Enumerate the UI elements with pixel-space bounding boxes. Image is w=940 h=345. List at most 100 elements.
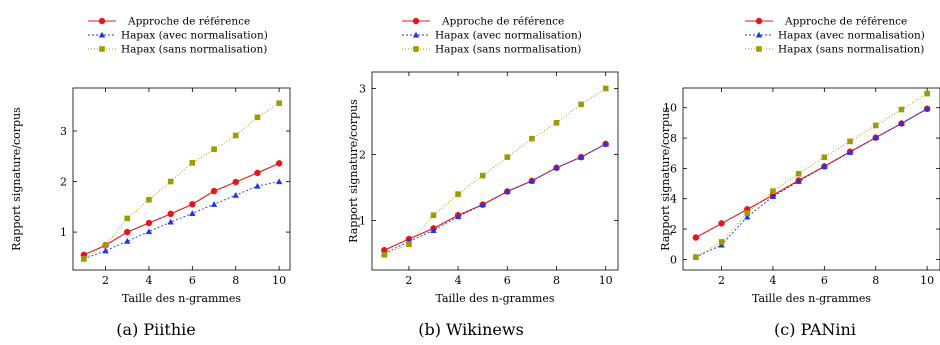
x-tick-label: 2 — [718, 274, 725, 287]
data-point — [744, 210, 751, 216]
data-point — [124, 237, 131, 244]
data-point — [718, 239, 725, 245]
x-tick-label: 8 — [553, 274, 560, 287]
data-point — [232, 178, 239, 186]
y-tick-label: 2 — [359, 149, 366, 162]
data-point — [189, 210, 196, 216]
data-point — [769, 193, 777, 200]
series-line — [384, 88, 606, 256]
legend-marker — [412, 31, 420, 38]
data-point — [577, 153, 585, 160]
legend-label: Approche de référence — [441, 16, 564, 28]
data-point — [455, 191, 461, 197]
data-point — [795, 178, 802, 184]
series-line — [83, 181, 280, 260]
data-point — [102, 242, 109, 249]
legend-label: Approche de référence — [127, 16, 250, 28]
data-point — [232, 191, 239, 198]
x-tick-label: 2 — [405, 274, 412, 287]
data-point — [254, 169, 261, 177]
data-point — [898, 120, 905, 127]
data-point — [276, 100, 282, 106]
x-axis-label: Taille des n-grammes — [436, 292, 555, 305]
y-axis-label: Rapport signature/corpus — [659, 107, 672, 251]
data-point — [923, 105, 931, 112]
plot-frame — [371, 71, 619, 271]
y-axis-label: Rapport signature/corpus — [347, 99, 360, 243]
chart-caption: (b) Wikinews — [418, 320, 524, 339]
y-tick-label: 6 — [670, 162, 677, 175]
data-point — [846, 149, 854, 155]
data-point — [504, 188, 511, 195]
series-line — [83, 102, 280, 260]
legend-marker — [99, 46, 105, 52]
data-point — [847, 138, 853, 145]
data-point — [602, 140, 609, 147]
data-point — [167, 210, 174, 218]
data-point — [430, 227, 437, 233]
data-point — [924, 90, 930, 97]
data-point — [167, 178, 174, 185]
legend-marker — [413, 46, 419, 52]
x-tick-label: 10 — [599, 274, 613, 287]
y-axis-label: Rapport signature/corpus — [10, 107, 23, 251]
data-point — [124, 215, 131, 222]
y-tick-label: 1 — [60, 226, 67, 239]
y-tick-label: 1 — [359, 215, 366, 228]
y-tick-label: 2 — [670, 223, 677, 236]
data-point — [254, 114, 261, 121]
x-tick-label: 6 — [189, 274, 196, 287]
data-point — [211, 146, 217, 152]
data-point — [232, 132, 239, 139]
x-tick-label: 8 — [872, 274, 879, 287]
series-line — [695, 93, 928, 258]
chart-caption: (a) Piithie — [116, 320, 195, 339]
data-point — [275, 160, 283, 167]
legend: Approche de référence Hapax (avec normali… — [88, 16, 268, 56]
data-point — [146, 196, 152, 203]
legend-marker — [412, 17, 420, 25]
series-line — [695, 108, 928, 258]
legend: Approche de référence Hapax (avec normali… — [745, 16, 925, 56]
x-tick-label: 10 — [272, 274, 286, 287]
data-point — [872, 122, 879, 129]
data-point — [602, 85, 609, 92]
x-axis-label: Taille des n-grammes — [752, 292, 871, 305]
data-point — [210, 201, 218, 207]
x-tick-label: 2 — [102, 274, 109, 287]
x-tick-label: 4 — [455, 274, 462, 287]
y-tick-label: 8 — [670, 132, 677, 145]
legend-label: Hapax (sans normalisation) — [121, 44, 267, 56]
data-point — [275, 178, 283, 185]
data-point — [872, 134, 879, 141]
data-point — [167, 218, 174, 225]
x-tick-label: 8 — [232, 274, 239, 287]
data-point — [210, 187, 218, 195]
y-tick-label: 3 — [359, 83, 366, 96]
legend-marker — [98, 17, 106, 25]
legend-marker — [756, 46, 762, 52]
data-point — [381, 252, 388, 258]
data-point — [693, 254, 699, 260]
data-point — [145, 219, 153, 227]
data-point — [692, 234, 700, 241]
data-point — [124, 228, 131, 236]
x-axis-label: Taille des n-grammes — [122, 292, 241, 305]
data-point — [102, 247, 109, 254]
data-point — [528, 177, 536, 184]
y-tick-label: 0 — [670, 253, 677, 266]
legend-label: Hapax (avec normalisation) — [121, 30, 268, 42]
plot-frame — [72, 87, 291, 271]
data-point — [821, 154, 828, 161]
data-point — [578, 101, 584, 108]
chart-panini: 2 4 6 8 10 0 2 4 6 8 10 Taille des n-grammes Rapport… — [659, 16, 940, 339]
x-tick-label: 4 — [145, 274, 152, 287]
series-line — [384, 143, 606, 254]
data-point — [529, 135, 535, 142]
x-tick-label: 4 — [769, 274, 776, 287]
x-tick-label: 6 — [821, 274, 828, 287]
x-tick-label: 6 — [504, 274, 511, 287]
y-tick-label: 10 — [663, 102, 677, 115]
